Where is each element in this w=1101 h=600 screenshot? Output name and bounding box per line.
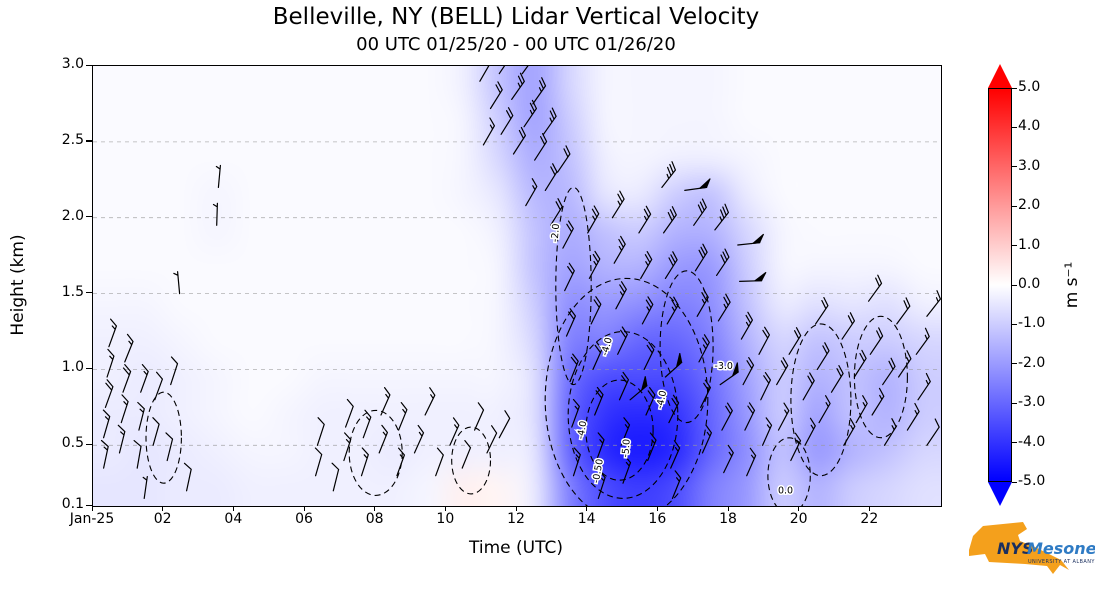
colorbar-tick-label: -5.0 <box>1018 473 1046 489</box>
x-tick-mark <box>303 506 305 511</box>
x-tick-mark <box>162 506 164 511</box>
x-tick-mark <box>727 506 729 511</box>
chart-title: Belleville, NY (BELL) Lidar Vertical Vel… <box>272 4 760 30</box>
wind-barb-flags <box>640 178 767 392</box>
colorbar-tick-mark <box>1012 363 1017 365</box>
contour-label: 0.0 <box>778 485 793 496</box>
colorbar-arrow-top <box>988 64 1012 88</box>
colorbar-tick-label: -3.0 <box>1018 394 1046 411</box>
colorbar-tick-mark <box>1012 245 1017 247</box>
colorbar-tick-mark <box>1012 323 1017 326</box>
contour-line <box>790 323 852 477</box>
x-tick-label: 18 <box>719 511 737 527</box>
colorbar <box>988 88 1012 482</box>
y-tick-label: 0.5 <box>61 435 84 452</box>
contour-label: -3.0 <box>714 361 733 372</box>
contour-label: -2.0 <box>550 223 563 242</box>
y-tick-label: 2.5 <box>61 131 84 148</box>
x-tick-mark <box>374 506 376 511</box>
plot-area: -4.0 -4.0 -5.0 -4.0 -3.0 -0.50 0.0 -2.0 <box>92 65 942 507</box>
x-tick-mark <box>91 506 93 511</box>
x-tick-label: 16 <box>648 511 667 527</box>
y-tick-mark <box>86 64 92 66</box>
x-tick-label: 10 <box>436 511 455 527</box>
y-axis-label: Height (km) <box>8 234 28 336</box>
contour-line <box>853 315 908 439</box>
x-tick-mark <box>798 506 800 511</box>
y-tick-label: 1.0 <box>61 359 84 376</box>
colorbar-tick-mark <box>1012 126 1017 129</box>
y-tick-mark <box>86 216 92 218</box>
logo-text-nys: NYS <box>997 539 1034 558</box>
contour-line <box>348 409 403 496</box>
y-tick-label: 0.1 <box>61 496 84 512</box>
logo-tagline: UNIVERSITY AT ALBANY <box>1028 559 1095 565</box>
logo-graphic: NYS Mesonet UNIVERSITY AT ALBANY <box>969 522 1101 574</box>
colorbar-tick-label: 4.0 <box>1018 118 1041 135</box>
nys-mesonet-logo: NYS Mesonet UNIVERSITY AT ALBANY <box>963 512 1101 588</box>
x-tick-label: Jan-25 <box>69 511 115 527</box>
colorbar-tick-mark <box>1012 442 1017 444</box>
contour-line <box>555 186 592 386</box>
colorbar-tick-mark <box>1012 205 1017 207</box>
colorbar-tick-mark <box>1012 87 1017 89</box>
colorbar-tick-label: -1.0 <box>1018 315 1046 332</box>
colorbar-tick-mark <box>1012 284 1017 286</box>
x-tick-mark <box>232 506 235 511</box>
contour-label: -5.0 <box>620 439 633 458</box>
colorbar-tick-label: -2.0 <box>1018 354 1046 371</box>
x-tick-mark <box>656 506 659 511</box>
y-tick-mark <box>86 504 92 506</box>
contour-line <box>145 391 182 484</box>
contour-label: -4.0 <box>575 420 589 440</box>
x-tick-label: 08 <box>365 511 384 527</box>
y-tick-mark <box>86 140 92 142</box>
contour-line <box>544 277 709 506</box>
ny-state-shape-icon <box>969 522 1069 574</box>
colorbar-tick-label: -4.0 <box>1018 433 1046 450</box>
x-tick-mark <box>444 506 447 511</box>
y-tick-mark <box>86 443 92 445</box>
y-tick-mark <box>86 292 92 294</box>
colorbar-arrow-bottom <box>988 482 1012 506</box>
x-tick-label: 12 <box>507 511 525 527</box>
contour-label: -4.0 <box>655 390 670 410</box>
logo-text-mesonet: Mesonet <box>1027 539 1095 558</box>
x-tick-label: 14 <box>577 511 596 527</box>
x-axis-label: Time (UTC) <box>469 538 563 558</box>
colorbar-unit-label: m s⁻¹ <box>1062 261 1082 309</box>
colorbar-tick-mark <box>1012 402 1017 404</box>
x-tick-mark <box>586 506 588 511</box>
y-tick-mark <box>86 367 92 370</box>
colorbar-tick-mark <box>1012 166 1017 168</box>
contour-line <box>767 437 811 506</box>
x-tick-label: 04 <box>224 511 243 527</box>
colorbar-tick-label: 3.0 <box>1018 157 1041 174</box>
barbs-contours-overlay: -4.0-4.0-5.0-4.0-3.0-0.500.0-2.0 <box>93 66 941 506</box>
colorbar-tick-label: 0.0 <box>1018 276 1041 292</box>
x-tick-label: 02 <box>153 511 172 527</box>
x-tick-label: 20 <box>789 511 808 527</box>
colorbar-tick-mark <box>1012 481 1017 483</box>
x-tick-label: 22 <box>860 511 879 527</box>
y-tick-label: 3.0 <box>61 56 84 72</box>
x-tick-mark <box>868 506 871 511</box>
contour-label: -4.0 <box>599 336 614 357</box>
colorbar-tick-label: 1.0 <box>1018 236 1041 253</box>
wind-barbs <box>100 66 941 499</box>
contour-line <box>567 331 679 499</box>
contour-line <box>451 426 492 495</box>
y-tick-label: 2.0 <box>61 207 84 224</box>
contour-line <box>659 270 714 424</box>
x-tick-label: 06 <box>295 511 313 527</box>
chart-subtitle: 00 UTC 01/25/20 - 00 UTC 01/26/20 <box>356 34 676 55</box>
y-tick-label: 1.5 <box>61 283 84 300</box>
contour-line <box>585 379 654 481</box>
x-tick-mark <box>515 506 517 511</box>
colorbar-tick-label: 5.0 <box>1018 79 1041 95</box>
heatmap-canvas <box>93 66 941 506</box>
colorbar-tick-label: 2.0 <box>1018 197 1041 214</box>
